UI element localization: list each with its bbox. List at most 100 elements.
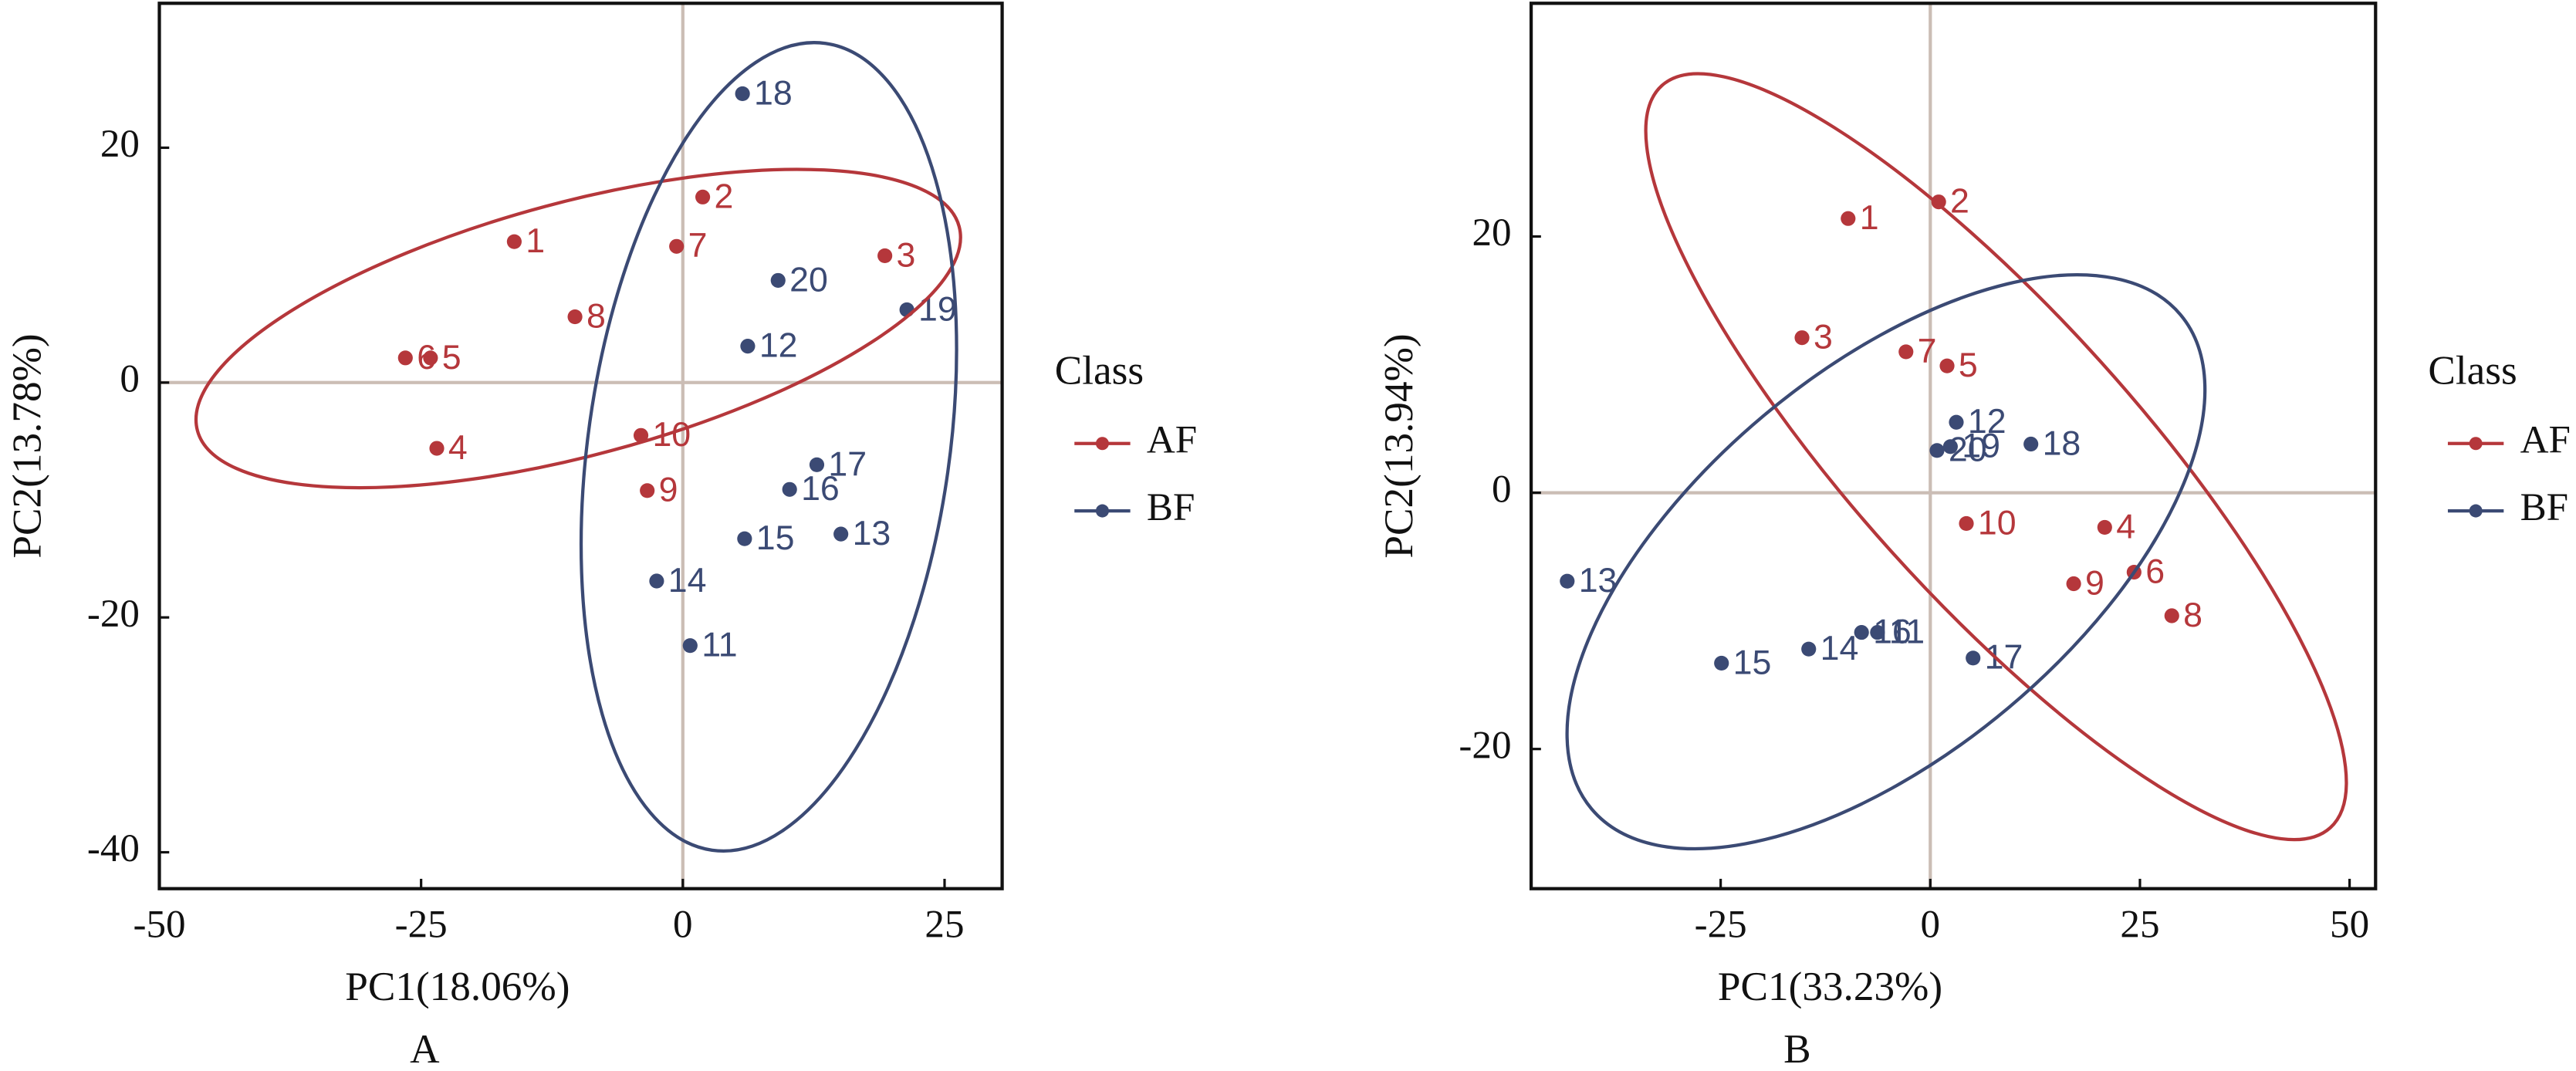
point-label: 12 bbox=[1968, 403, 2006, 441]
point bbox=[877, 248, 893, 264]
caption: B bbox=[1783, 1026, 1811, 1071]
point bbox=[1942, 439, 1958, 454]
point bbox=[682, 638, 698, 654]
legend-key bbox=[1095, 504, 1109, 518]
legend-title: Class bbox=[2428, 348, 2517, 394]
point-label: 5 bbox=[1959, 346, 1978, 384]
point bbox=[770, 272, 786, 288]
point-label: 6 bbox=[417, 339, 436, 377]
point bbox=[1854, 625, 1869, 640]
legend-title: Class bbox=[1055, 348, 1144, 394]
x-tick-label: -25 bbox=[395, 903, 448, 947]
legend-label: AF bbox=[2520, 418, 2571, 462]
point bbox=[737, 531, 752, 546]
point-label: 18 bbox=[2043, 424, 2081, 462]
legend-label: AF bbox=[1147, 418, 1197, 462]
point-label: 20 bbox=[789, 261, 828, 299]
legend-label: BF bbox=[1147, 485, 1195, 529]
point-label: 15 bbox=[1733, 644, 1772, 681]
point-label: 13 bbox=[853, 515, 891, 552]
point-label: 11 bbox=[701, 627, 737, 664]
plot-frame bbox=[1529, 2, 2378, 890]
point-label: 9 bbox=[2085, 564, 2104, 602]
point-label: 2 bbox=[1950, 183, 1969, 221]
point-label: 6 bbox=[2145, 552, 2165, 590]
confidence-ellipse bbox=[194, 167, 962, 490]
point bbox=[567, 309, 583, 325]
y-tick-label: -40 bbox=[87, 826, 140, 870]
point bbox=[1801, 641, 1817, 657]
point bbox=[1870, 625, 1885, 640]
point bbox=[669, 238, 685, 254]
point bbox=[1959, 515, 1974, 532]
point-label: 16 bbox=[801, 470, 840, 508]
point-label: 14 bbox=[668, 562, 707, 600]
point bbox=[740, 339, 756, 354]
x-tick-label: 25 bbox=[925, 903, 964, 947]
y-tick-label: -20 bbox=[1459, 723, 1511, 767]
point-label: 10 bbox=[652, 416, 691, 454]
point-label: 1 bbox=[526, 222, 545, 260]
point bbox=[1714, 655, 1729, 671]
point bbox=[397, 350, 413, 366]
point-label: 9 bbox=[659, 471, 678, 509]
x-tick-label: 50 bbox=[2330, 903, 2369, 947]
point-label: 15 bbox=[756, 519, 795, 557]
point-label: 11 bbox=[1889, 613, 1925, 651]
confidence-ellipse bbox=[579, 41, 958, 853]
point-label: 20 bbox=[1949, 431, 1987, 469]
y-tick-label: -20 bbox=[87, 592, 140, 636]
x-tick-label: 0 bbox=[1921, 903, 1941, 947]
point bbox=[649, 573, 664, 589]
point bbox=[1949, 414, 1964, 430]
point bbox=[735, 86, 750, 102]
point-label: 4 bbox=[448, 429, 468, 467]
point bbox=[1939, 358, 1955, 373]
point-label: 17 bbox=[828, 445, 867, 483]
point bbox=[423, 350, 438, 366]
point-label: 2 bbox=[714, 177, 733, 215]
point bbox=[809, 457, 825, 472]
point-label: 18 bbox=[754, 74, 793, 112]
y-tick-label: 20 bbox=[1472, 211, 1511, 255]
point bbox=[2066, 576, 2081, 592]
confidence-ellipse bbox=[1644, 72, 2348, 842]
caption: A bbox=[410, 1026, 440, 1071]
point bbox=[2164, 608, 2179, 623]
x-axis-label: PC1(33.23%) bbox=[1718, 964, 1942, 1009]
x-tick-label: 0 bbox=[673, 903, 693, 947]
legend-key bbox=[2469, 504, 2483, 518]
legend-label: BF bbox=[2520, 485, 2568, 529]
point bbox=[633, 427, 649, 443]
point bbox=[833, 526, 849, 542]
x-tick-label: 25 bbox=[2120, 903, 2159, 947]
point bbox=[1560, 573, 1575, 589]
point bbox=[1841, 211, 1856, 226]
point-label: 12 bbox=[759, 327, 798, 365]
x-axis-label: PC1(18.06%) bbox=[345, 964, 570, 1009]
y-axis-label: PC2(13.94%) bbox=[1376, 333, 1422, 558]
point-label: 14 bbox=[1820, 630, 1859, 667]
plot-frame bbox=[157, 2, 1004, 890]
point-label: 8 bbox=[587, 298, 606, 336]
point bbox=[1898, 344, 1914, 360]
y-tick-label: 20 bbox=[100, 122, 140, 166]
point bbox=[1929, 443, 1945, 458]
point-label: 7 bbox=[1918, 333, 1937, 370]
y-tick-label: 0 bbox=[120, 357, 140, 401]
point bbox=[2097, 519, 2112, 536]
point bbox=[695, 189, 711, 204]
point-label: 19 bbox=[1962, 427, 2000, 465]
point-label: 1 bbox=[1860, 199, 1879, 237]
point bbox=[782, 481, 797, 497]
point bbox=[640, 483, 655, 498]
point-label: 16 bbox=[1873, 613, 1912, 651]
point bbox=[2023, 436, 2039, 452]
point bbox=[1794, 330, 1810, 346]
point-label: 3 bbox=[1814, 319, 1833, 356]
point-label: 8 bbox=[2183, 596, 2202, 634]
point-label: 17 bbox=[1985, 639, 2023, 677]
point bbox=[429, 441, 445, 456]
